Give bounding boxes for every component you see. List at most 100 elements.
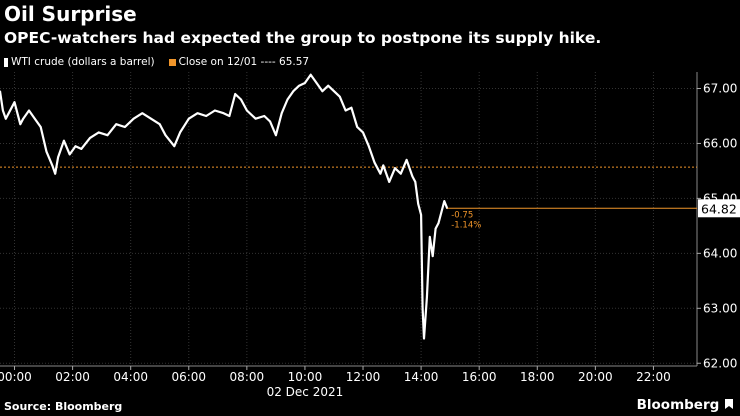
wti-data-point	[234, 93, 237, 95]
plot-area	[0, 72, 697, 366]
close-legend-label: Close on 12/01 ---- 65.57	[178, 56, 310, 68]
wti-data-point	[420, 213, 423, 216]
wti-data-point	[309, 73, 312, 76]
chart-legend: WTI crude (dollars a barrel) Close on 12…	[4, 56, 309, 68]
x-axis-title: 02 Dec 2021	[267, 385, 344, 398]
y-tick-label: 62.00	[703, 356, 737, 370]
wti-data-point	[263, 115, 266, 117]
wti-data-point	[45, 150, 48, 153]
wti-series-line	[0, 73, 449, 340]
x-tick-label: 08:00	[230, 370, 265, 384]
x-tick-label: 22:00	[636, 370, 671, 384]
wti-data-point	[417, 202, 420, 205]
wti-data-point	[150, 117, 152, 120]
bookmark-icon	[725, 399, 733, 409]
brand-name: Bloomberg	[636, 397, 720, 413]
x-tick-label: 12:00	[346, 370, 381, 384]
x-tick-label: 18:00	[520, 370, 555, 384]
y-tick-label: 64.00	[703, 246, 737, 260]
x-tick-label: 14:00	[404, 370, 439, 384]
wti-data-point	[39, 126, 42, 128]
y-tick-label: 67.00	[703, 81, 737, 95]
wti-data-point	[141, 112, 144, 115]
last-value-label: 64.82	[701, 201, 737, 216]
wti-data-point	[240, 98, 242, 101]
wti-data-point	[97, 131, 100, 134]
wti-data-point	[222, 112, 225, 115]
x-tick-label: 04:00	[113, 370, 148, 384]
chart-subtitle: OPEC-watchers had expected the group to …	[4, 29, 602, 47]
wti-data-point	[106, 134, 109, 137]
wti-data-point	[405, 159, 408, 161]
wti-data-point	[421, 307, 424, 310]
wti-data-point	[399, 172, 402, 175]
x-tick-label: 00:00	[0, 370, 32, 384]
wti-data-point	[228, 115, 231, 117]
wti-data-point	[89, 137, 91, 139]
wti-data-point	[344, 109, 347, 112]
wti-data-point	[338, 95, 341, 98]
wti-data-point	[123, 126, 126, 128]
wti-data-point	[74, 145, 77, 148]
wti-data-point	[4, 117, 7, 120]
wti-legend-swatch	[4, 57, 8, 67]
wti-data-point	[158, 123, 161, 126]
wti-data-point	[426, 296, 428, 299]
wti-data-point	[164, 134, 167, 137]
wti-data-point	[437, 222, 440, 225]
wti-data-point	[327, 84, 330, 87]
wti-data-point	[33, 117, 36, 120]
wti-data-point	[367, 145, 370, 148]
wti-data-point	[0, 90, 1, 93]
wti-data-point	[394, 167, 396, 170]
wti-data-point	[431, 255, 434, 257]
wti-data-point	[440, 211, 443, 214]
wti-data-point	[379, 172, 382, 175]
wti-data-point	[356, 126, 359, 128]
wti-data-point	[304, 82, 306, 84]
wti-legend-label: WTI crude (dollars a barrel)	[11, 56, 155, 68]
wti-data-point	[280, 112, 283, 115]
wti-data-point	[428, 235, 431, 238]
wti-data-point	[80, 148, 83, 150]
wti-data-point	[286, 98, 289, 101]
wti-data-point	[214, 109, 216, 112]
x-tick-label: 16:00	[462, 370, 497, 384]
wti-data-point	[292, 90, 295, 93]
x-tick-label: 06:00	[171, 370, 206, 384]
last-value-badge	[698, 199, 740, 218]
wti-data-point	[434, 227, 437, 230]
wti-data-point	[19, 123, 22, 126]
wti-data-point	[68, 153, 71, 156]
chart-title: Oil Surprise	[4, 2, 137, 26]
x-tick-label: 10:00	[288, 370, 323, 384]
wti-data-point	[245, 109, 248, 112]
wti-data-point	[132, 117, 135, 120]
wti-data-point	[362, 131, 364, 134]
wti-data-point	[269, 120, 271, 123]
close-legend-swatch	[168, 58, 176, 66]
wti-data-point	[54, 172, 57, 175]
wti-data-point	[205, 115, 208, 117]
wti-data-point	[173, 145, 176, 148]
wti-data-point	[388, 181, 391, 183]
wti-data-point	[51, 164, 54, 167]
wti-data-point	[321, 90, 324, 93]
wti-data-point	[254, 117, 257, 120]
wti-data-point	[179, 131, 181, 134]
wti-data-point	[7, 112, 10, 115]
wti-data-point	[274, 134, 277, 137]
source-note: Source: Bloomberg	[4, 400, 123, 413]
wti-data-point	[187, 117, 190, 120]
change-annotation: -0.75	[451, 210, 473, 220]
wti-data-point	[13, 101, 16, 104]
wti-data-point	[423, 337, 425, 340]
wti-data-point	[382, 164, 385, 167]
wti-data-point	[414, 181, 417, 183]
wti-data-point	[298, 84, 301, 87]
line-chart: 00:00 02:00 04:00 06:00 08:00 10:00 12:00 14:00…	[0, 72, 740, 398]
y-tick-label: 66.00	[703, 136, 737, 150]
change-pct-annotation: -1.14%	[451, 220, 481, 230]
wti-data-point	[115, 123, 118, 126]
wti-data-point	[315, 82, 318, 84]
